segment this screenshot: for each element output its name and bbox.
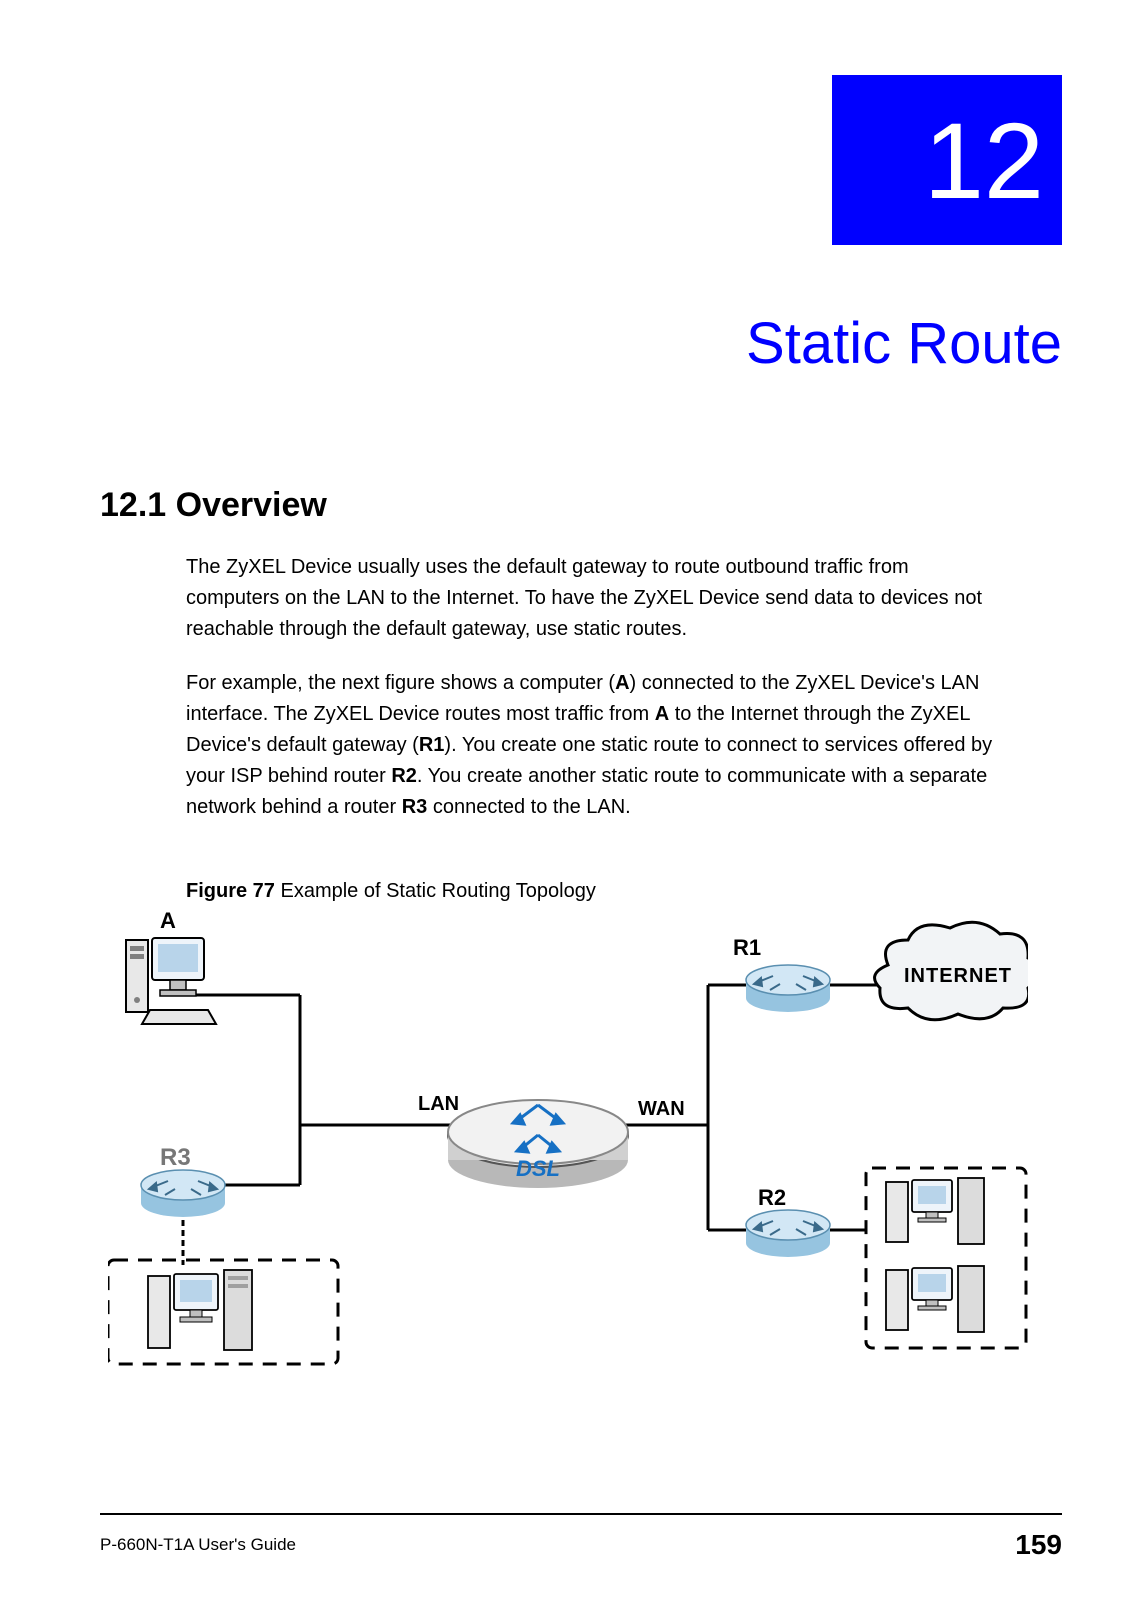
router-r2-icon (746, 1210, 830, 1257)
figure-caption-text: Example of Static Routing Topology (275, 880, 596, 902)
label-internet: INTERNET (904, 965, 1012, 987)
figure-caption: Figure 77 Example of Static Routing Topo… (186, 880, 596, 903)
label-a: A (160, 910, 176, 933)
network-r3-box (108, 1260, 338, 1364)
p2-A: A (615, 672, 629, 694)
label-wan: WAN (638, 1098, 685, 1120)
p2-R1: R1 (419, 734, 445, 756)
server-pair-r3-icon (148, 1270, 252, 1350)
p2-R2: R2 (391, 765, 417, 787)
chapter-number-box: 12 (832, 75, 1062, 245)
p2-end: connected to the LAN. (427, 796, 630, 818)
computer-a-icon (126, 938, 216, 1024)
router-r3-icon (141, 1170, 225, 1217)
footer-guide-title: P-660N-T1A User's Guide (100, 1535, 296, 1555)
chapter-number: 12 (924, 98, 1044, 223)
chapter-title: Static Route (746, 310, 1062, 377)
section-heading: 12.1 Overview (100, 486, 327, 525)
footer-page-number: 159 (1015, 1529, 1062, 1561)
footer-rule (100, 1513, 1062, 1515)
internet-cloud-icon: INTERNET (875, 922, 1028, 1020)
router-r1-icon (746, 965, 830, 1012)
p2-R3: R3 (402, 796, 428, 818)
label-r2: R2 (758, 1185, 786, 1210)
p2-A2: A (655, 703, 669, 725)
dsl-router-icon: DSL (448, 1100, 628, 1188)
label-r1: R1 (733, 935, 761, 960)
p2-pre: For example, the next figure shows a com… (186, 672, 615, 694)
label-lan: LAN (418, 1093, 459, 1115)
paragraph-2: For example, the next figure shows a com… (186, 668, 996, 823)
figure-caption-lead: Figure 77 (186, 880, 275, 902)
label-r3: R3 (160, 1144, 191, 1171)
topology-diagram: A DSL LAN WAN (108, 910, 1028, 1380)
server-pair-r2-icon (886, 1178, 984, 1332)
paragraph-1: The ZyXEL Device usually uses the defaul… (186, 552, 996, 645)
label-dsl: DSL (516, 1156, 560, 1181)
